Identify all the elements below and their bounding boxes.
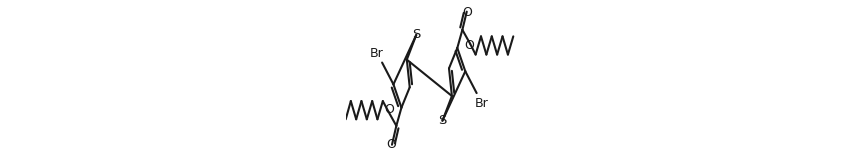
Text: O: O: [386, 137, 396, 151]
Text: S: S: [438, 114, 447, 127]
Text: Br: Br: [475, 97, 488, 110]
Text: S: S: [412, 28, 421, 41]
Text: O: O: [464, 39, 475, 52]
Text: Br: Br: [370, 47, 384, 60]
Text: O: O: [385, 103, 394, 116]
Text: O: O: [462, 6, 473, 19]
